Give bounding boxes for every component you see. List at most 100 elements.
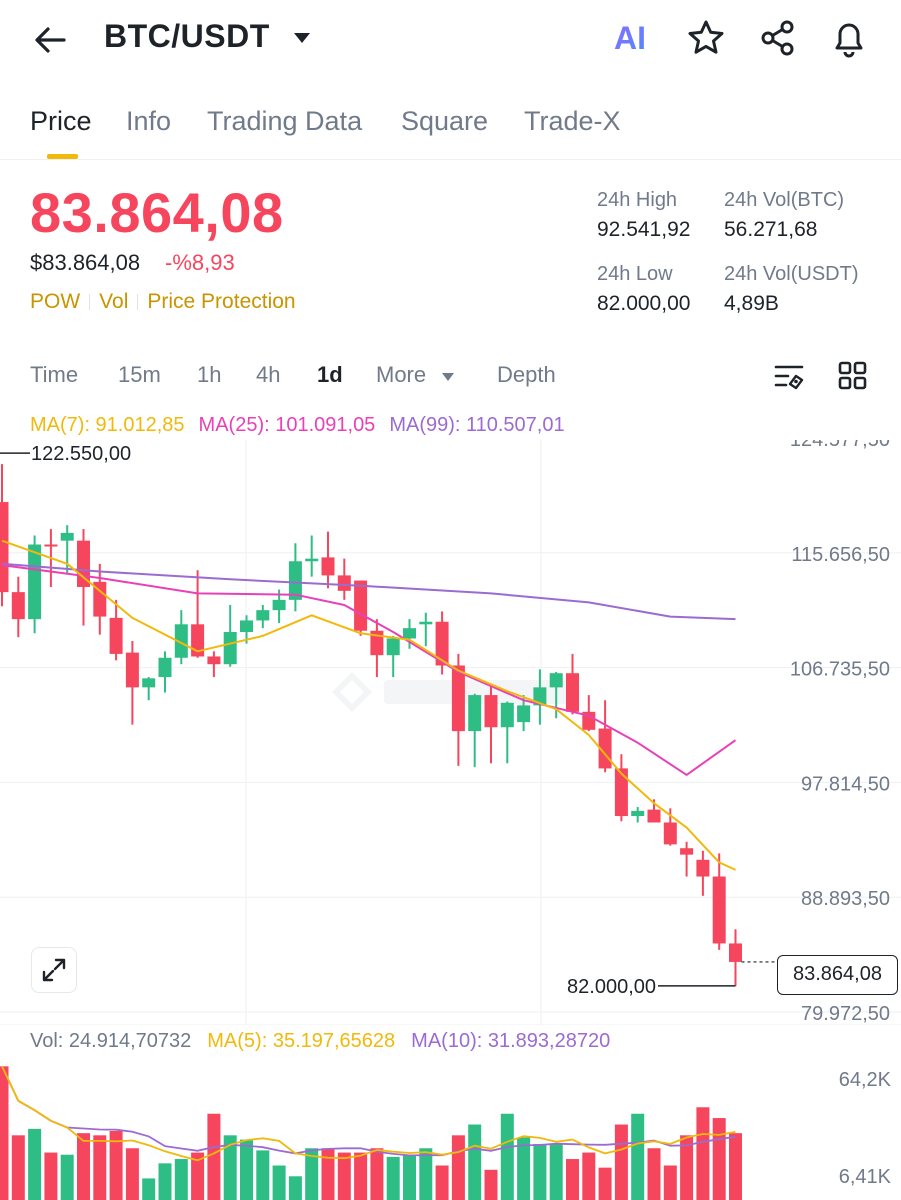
volume-bar (272, 1165, 286, 1200)
last-price-marker: 83.864,08 (777, 955, 898, 995)
ma7-label: MA(7): 91.012,85 (30, 414, 185, 436)
volume-bar (647, 1148, 661, 1200)
candle-down (696, 859, 710, 877)
candle-down (484, 695, 498, 728)
candle-up (533, 687, 547, 706)
candle-down (191, 624, 205, 657)
candle-down (354, 580, 368, 631)
volume-bar (549, 1143, 563, 1200)
candle-down (582, 711, 596, 730)
interval-15m[interactable]: 15m (118, 362, 161, 387)
volume-bar (663, 1165, 677, 1200)
candle-up (240, 620, 253, 633)
volume-bar (158, 1163, 172, 1200)
candle-up (142, 678, 156, 688)
volume-bar (598, 1167, 612, 1200)
tag-price-protection[interactable]: Price Protection (147, 290, 296, 313)
candle-up (158, 657, 172, 678)
y-axis-label: 79.972,50 (801, 1003, 890, 1025)
interval-1d[interactable]: 1d (317, 362, 343, 387)
volume-bar (517, 1137, 531, 1200)
stat-high-label: 24h High (597, 189, 678, 211)
candle-up (305, 558, 319, 562)
stat-low-label: 24h Low (597, 263, 673, 285)
volume-bar (125, 1148, 139, 1200)
stat-vol-btc-value: 56.271,68 (724, 218, 818, 241)
tag-vol[interactable]: Vol (99, 290, 129, 313)
main-tabs: Price Info Trading Data Square Trade-X (0, 100, 901, 160)
volume-axis-max: 64,2K (838, 1069, 891, 1091)
tag-divider (89, 294, 91, 310)
candle-up (631, 810, 645, 817)
candle-down (44, 544, 58, 547)
tab-price[interactable]: Price (30, 106, 92, 136)
candlestick-chart[interactable]: 124.577,50 115.656,50 106.735,50 97.814,50 8… (0, 440, 901, 1025)
candle-up (468, 695, 482, 732)
star-icon[interactable] (686, 18, 726, 58)
share-icon[interactable] (758, 18, 798, 58)
volume-bar (582, 1152, 596, 1200)
stat-low-value: 82.000,00 (597, 292, 691, 315)
tab-square[interactable]: Square (401, 106, 489, 136)
interval-4h[interactable]: 4h (256, 362, 281, 387)
volume-ma5-label: MA(5): 35.197,65628 (207, 1030, 396, 1052)
volume-chart[interactable] (0, 1056, 901, 1200)
volume-ma10-label: MA(10): 31.893,28720 (411, 1030, 611, 1052)
y-axis-label: 124.577,50 (790, 440, 890, 451)
candle-down (435, 621, 449, 666)
candle-up (403, 628, 416, 639)
interval-1h[interactable]: 1h (197, 362, 222, 387)
volume-bar (44, 1152, 58, 1200)
ai-icon[interactable]: AI (614, 20, 646, 56)
last-price: 83.864,08 (30, 181, 284, 244)
y-axis-label: 115.656,50 (791, 544, 890, 566)
candle-down (451, 665, 465, 732)
asset-tags: POW Vol Price Protection (30, 290, 296, 314)
volume-bar (386, 1156, 400, 1200)
expand-icon (42, 958, 66, 982)
back-arrow-icon[interactable] (30, 20, 70, 60)
more-caret-icon[interactable] (441, 372, 455, 382)
pair-title[interactable]: BTC/USDT (104, 18, 270, 54)
volume-bar (500, 1113, 514, 1200)
candle-up (288, 561, 302, 600)
tag-pow[interactable]: POW (30, 290, 81, 313)
interval-more[interactable]: More (376, 362, 427, 387)
volume-bar (566, 1159, 579, 1200)
candle-down (647, 809, 661, 823)
volume-bar (77, 1133, 90, 1200)
candle-up (549, 673, 563, 688)
candle-down (729, 943, 742, 962)
candle-down (321, 557, 335, 576)
volume-bar (533, 1143, 547, 1200)
interval-time[interactable]: Time (30, 362, 79, 387)
volume-bar (435, 1165, 449, 1200)
volume-bar (223, 1135, 237, 1200)
y-axis-label: 106.735,50 (790, 659, 890, 681)
volume-bar (370, 1148, 384, 1200)
candle-down (663, 822, 677, 845)
volume-bar (109, 1131, 123, 1200)
candle-down (614, 768, 628, 817)
chart-settings-icon[interactable] (774, 362, 806, 392)
candle-up (223, 632, 237, 665)
grid-layout-icon[interactable] (838, 361, 868, 391)
candle-up (272, 599, 286, 611)
volume-bar (337, 1152, 351, 1200)
tab-info[interactable]: Info (126, 106, 172, 136)
fullscreen-button[interactable] (31, 947, 77, 993)
tab-trading-data[interactable]: Trading Data (207, 106, 363, 136)
volume-axis-min: 6,41K (838, 1166, 891, 1188)
bell-icon[interactable] (829, 18, 869, 58)
interval-depth[interactable]: Depth (497, 362, 556, 387)
tab-trade-x[interactable]: Trade-X (524, 106, 621, 136)
candle-down (11, 592, 25, 620)
candle-down (109, 617, 123, 654)
active-tab-indicator (47, 154, 78, 159)
stat-vol-usdt-label: 24h Vol(USDT) (724, 263, 859, 285)
ma-legend: MA(7): 91.012,85 MA(25): 101.091,05 MA(99)… (30, 414, 579, 437)
volume-bar (93, 1135, 107, 1200)
chevron-down-icon[interactable] (292, 30, 312, 46)
stat-vol-usdt-value: 4,89B (724, 292, 779, 315)
volume-bar (11, 1135, 25, 1200)
